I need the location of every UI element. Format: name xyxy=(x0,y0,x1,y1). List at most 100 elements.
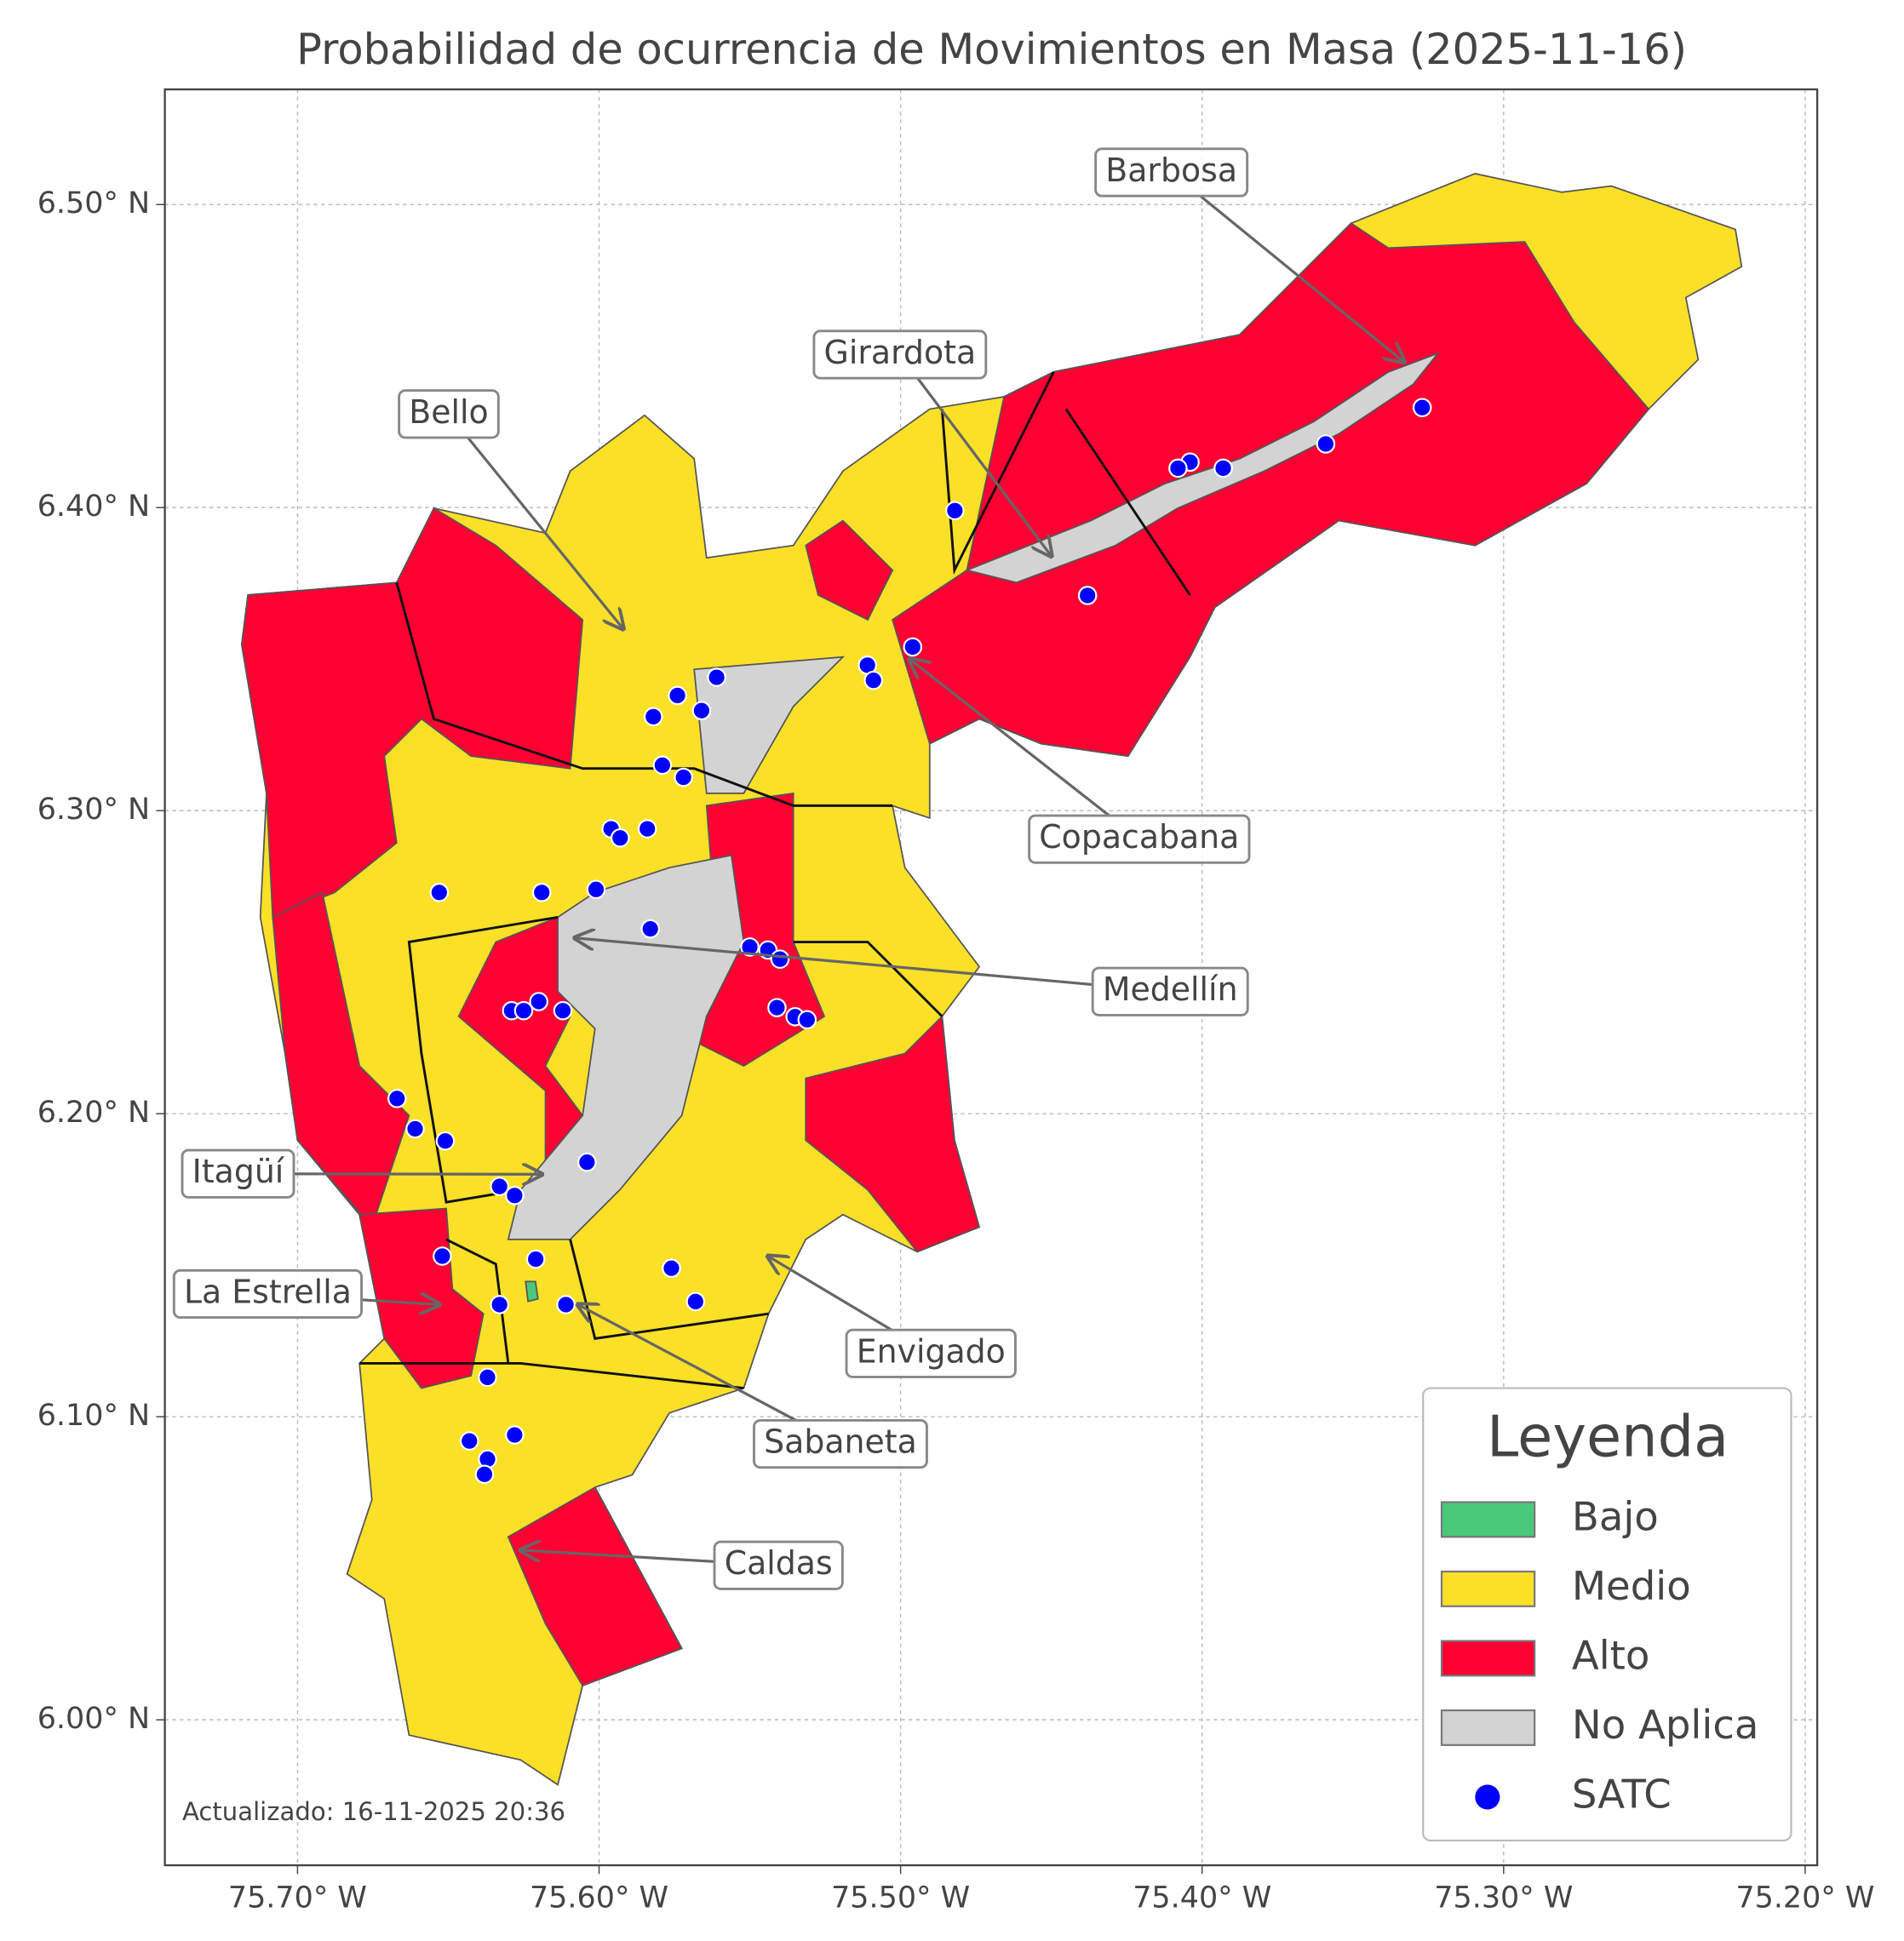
y-tick-label: 6.20° N xyxy=(37,1096,150,1130)
annotation-arrow xyxy=(768,1257,892,1331)
station-point xyxy=(556,1295,576,1314)
annotation-arrow xyxy=(467,437,622,629)
annotation-arrow xyxy=(916,377,1052,556)
station-point xyxy=(505,1425,525,1445)
ticks: 75.70° W 75.60° W 75.50° W 75.40° W 75.30° W… xyxy=(37,186,1875,1915)
region-alto xyxy=(805,1014,981,1253)
region-no-aplica xyxy=(964,352,1441,584)
annotation-label: Itagüí xyxy=(192,1153,285,1190)
station-point xyxy=(691,701,712,721)
annotation-box xyxy=(753,1418,928,1469)
annotations: Barbosa Girardota Bello Copacabana Medellín I… xyxy=(172,147,1404,1590)
station-point xyxy=(433,1246,452,1266)
legend-marker xyxy=(1475,1784,1500,1810)
station-point xyxy=(685,1291,706,1312)
map-frame xyxy=(163,88,1819,1867)
annotation-box xyxy=(845,1328,1017,1378)
station-point xyxy=(490,1177,509,1196)
x-tick-label: 75.70° W xyxy=(228,1881,367,1915)
region-alto xyxy=(507,1486,683,1687)
station-point xyxy=(429,883,450,902)
annotation-label: La Estrella xyxy=(184,1273,352,1310)
annotation-box xyxy=(713,1540,844,1590)
legend: Leyenda Bajo Medio Alto No Aplica SATC xyxy=(1422,1387,1792,1842)
legend-swatch xyxy=(1440,1709,1536,1746)
station-point xyxy=(586,879,606,900)
station-point xyxy=(767,998,787,1017)
legend-label: Medio xyxy=(1572,1563,1691,1609)
annotation-arrow xyxy=(575,938,1093,987)
legend-label: No Aplica xyxy=(1572,1702,1759,1748)
station-point xyxy=(577,1152,597,1172)
station-point xyxy=(707,667,726,687)
station-point xyxy=(611,827,630,848)
annotation-label: Caldas xyxy=(725,1544,833,1582)
annotation-label: Barbosa xyxy=(1105,152,1237,189)
y-tick-label: 6.40° N xyxy=(37,490,150,524)
station-point xyxy=(553,1000,573,1021)
legend-title: Leyenda xyxy=(1487,1403,1729,1469)
station-point xyxy=(1316,434,1336,454)
station-point xyxy=(740,937,760,957)
annotation-arrow xyxy=(520,1550,715,1563)
y-tick-label: 6.50° N xyxy=(37,186,150,220)
legend-label: Bajo xyxy=(1572,1493,1659,1539)
x-tick-label: 75.60° W xyxy=(530,1881,668,1915)
annotation-box xyxy=(398,389,500,439)
municipal-boundary xyxy=(359,371,1191,1390)
station-point xyxy=(662,1258,681,1279)
annotation-arrow xyxy=(909,659,1110,817)
station-point xyxy=(474,1464,495,1485)
station-point xyxy=(637,819,657,839)
legend-swatch xyxy=(1440,1501,1536,1538)
station-point xyxy=(652,755,673,776)
annotation-arrow xyxy=(293,1174,542,1175)
x-tick-label: 75.20° W xyxy=(1735,1881,1874,1915)
station-point xyxy=(529,992,548,1011)
station-point xyxy=(668,685,687,706)
regions xyxy=(240,173,1743,1786)
station-point xyxy=(525,1249,546,1269)
map-title: Probabilidad de ocurrencia de Movimiento… xyxy=(296,25,1687,74)
station-point xyxy=(945,501,965,521)
station-point xyxy=(1213,458,1233,478)
y-tick-label: 6.00° N xyxy=(37,1702,150,1736)
station-point xyxy=(797,1010,817,1030)
annotation-label: Envigado xyxy=(857,1332,1006,1370)
station-point xyxy=(505,1186,525,1205)
region-alto xyxy=(805,519,894,621)
station-point xyxy=(459,1431,479,1451)
y-tick-label: 6.30° N xyxy=(37,793,150,827)
annotation-arrow xyxy=(578,1304,797,1422)
station-point xyxy=(513,1000,534,1021)
station-point xyxy=(674,767,693,787)
annotation-arrow xyxy=(1199,194,1404,362)
annotation-label: Girardota xyxy=(824,334,977,371)
annotation-box xyxy=(181,1148,295,1199)
region-medio xyxy=(240,173,1743,1786)
station-point xyxy=(1412,398,1432,418)
region-bajo xyxy=(525,1280,539,1303)
footnote: Actualizado: 16-11-2025 20:36 xyxy=(182,1797,565,1826)
annotation-box xyxy=(812,329,988,380)
legend-label: Alto xyxy=(1572,1632,1650,1678)
station-point xyxy=(435,1131,456,1151)
station-point xyxy=(640,919,661,939)
annotation-box xyxy=(172,1268,364,1320)
station-point xyxy=(863,670,884,690)
annotation-label: Sabaneta xyxy=(764,1423,917,1461)
station-point xyxy=(770,949,790,969)
annotation-box xyxy=(1028,814,1251,864)
region-alto xyxy=(272,891,410,1229)
x-tick-label: 75.40° W xyxy=(1133,1881,1271,1915)
station-point xyxy=(643,707,663,727)
annotation-label: Bello xyxy=(409,393,488,431)
station-point xyxy=(903,637,923,657)
station-point xyxy=(1168,458,1188,478)
annotation-label: Copacabana xyxy=(1039,818,1239,856)
annotation-box xyxy=(1091,966,1249,1016)
x-tick-label: 75.30° W xyxy=(1434,1881,1573,1915)
y-tick-label: 6.10° N xyxy=(37,1399,150,1433)
